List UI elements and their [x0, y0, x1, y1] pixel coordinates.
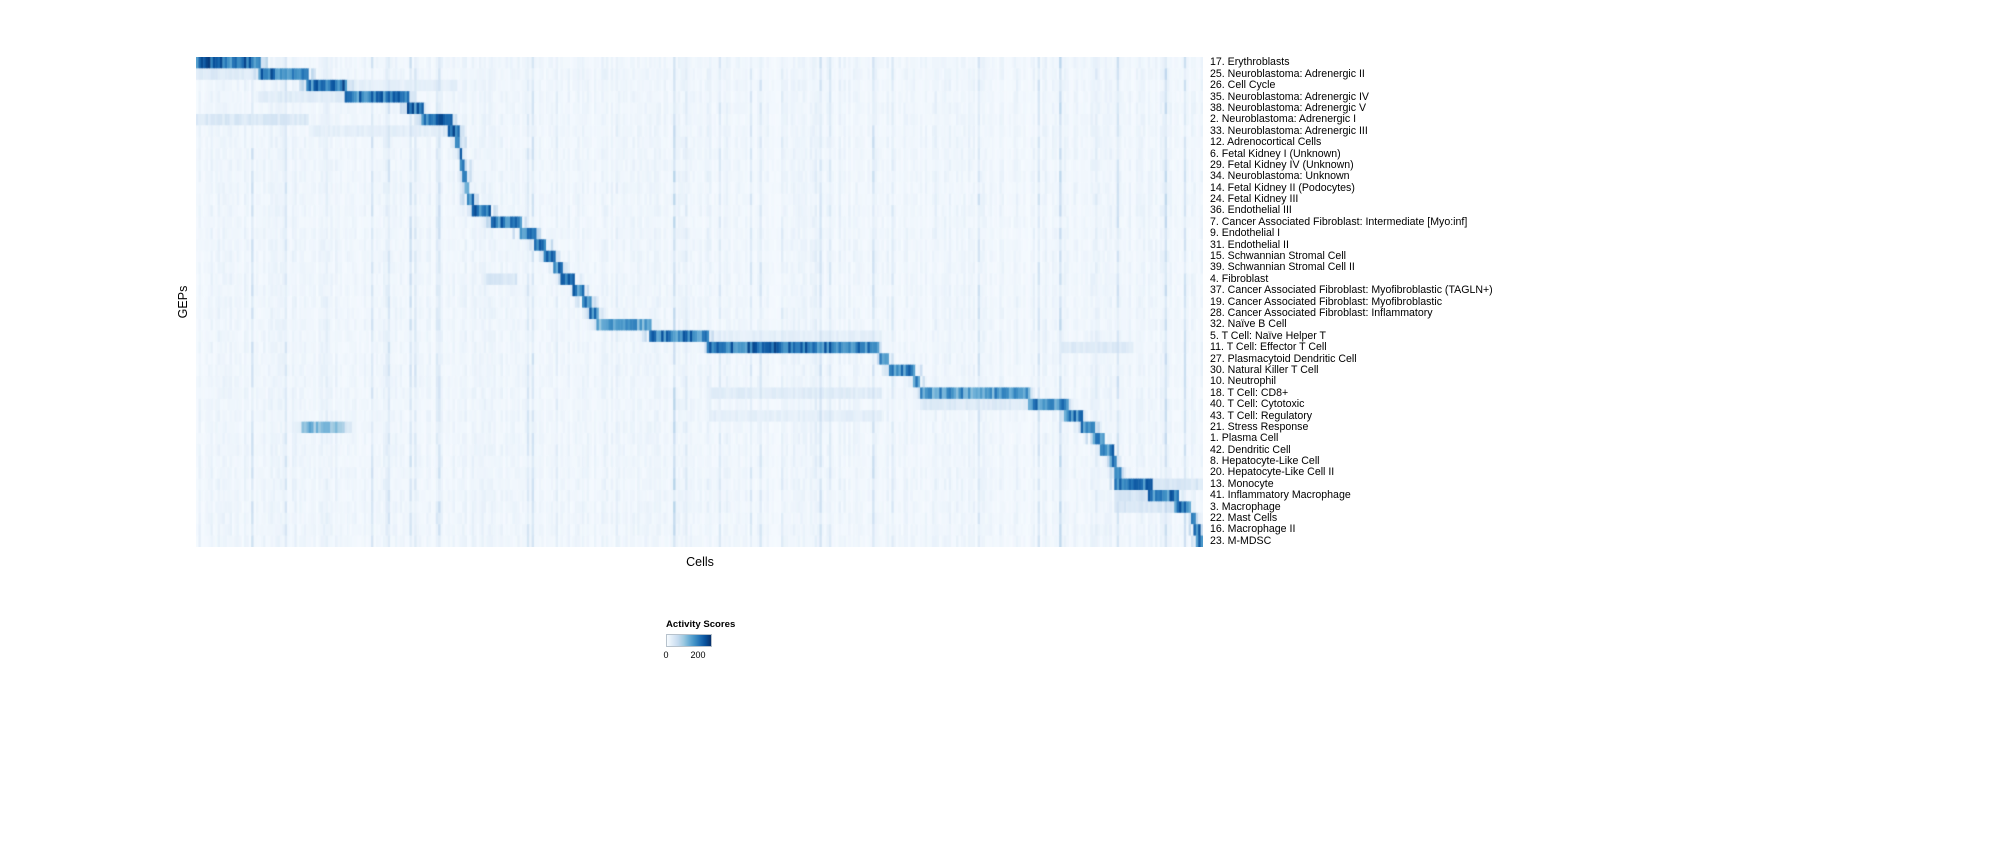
row-label: 34. Neuroblastoma: Unknown: [1210, 170, 1350, 183]
row-label: 12. Adrenocortical Cells: [1210, 136, 1322, 149]
row-label: 2. Neuroblastoma: Adrenergic I: [1210, 113, 1357, 126]
row-label: 1. Plasma Cell: [1210, 432, 1279, 445]
legend-title: Activity Scores: [666, 619, 736, 630]
row-label: 35. Neuroblastoma: Adrenergic IV: [1210, 90, 1369, 103]
legend: Activity Scores 0 200: [663, 619, 786, 662]
row-label: 24. Fetal Kidney III: [1210, 193, 1299, 206]
row-label: 7. Cancer Associated Fibroblast: Interme…: [1210, 215, 1468, 228]
row-label: 21. Stress Response: [1210, 420, 1309, 433]
x-axis-label-cells: Cells: [686, 555, 714, 569]
row-label: 10. Neutrophil: [1210, 375, 1276, 388]
row-label: 13. Monocyte: [1210, 477, 1274, 490]
row-label: 32. Naïve B Cell: [1210, 318, 1287, 331]
row-label: 16. Macrophage II: [1210, 523, 1296, 536]
row-label: 6. Fetal Kidney I (Unknown): [1210, 147, 1341, 160]
row-label: 25. Neuroblastoma: Adrenergic II: [1210, 67, 1365, 80]
row-label: 27. Plasmacytoid Dendritic Cell: [1210, 352, 1357, 365]
colorbar-tick-min: 0: [663, 650, 669, 660]
row-label: 8. Hepatocyte-Like Cell: [1210, 455, 1320, 468]
row-label: 14. Fetal Kidney II (Podocytes): [1210, 181, 1355, 194]
row-label: 33. Neuroblastoma: Adrenergic III: [1210, 124, 1368, 137]
heatmap-canvas: [196, 57, 1203, 547]
colorbar-tick-max: 200: [690, 650, 706, 660]
row-label: 18. T Cell: CD8+: [1210, 386, 1289, 399]
row-label: 15. Schwannian Stromal Cell: [1210, 250, 1347, 263]
row-label: 41. Inflammatory Macrophage: [1210, 489, 1351, 502]
row-label: 3. Macrophage: [1210, 500, 1281, 513]
row-label: 36. Endothelial III: [1210, 204, 1292, 217]
row-label: 31. Endothelial II: [1210, 238, 1289, 251]
row-label: 5. T Cell: Naïve Helper T: [1210, 329, 1326, 342]
row-label: 23. M-MDSC: [1210, 534, 1272, 547]
row-label: 29. Fetal Kidney IV (Unknown): [1210, 158, 1354, 171]
row-labels: 17. Erythroblasts 25. Neuroblastoma: Adre…: [1210, 57, 1670, 547]
row-label: 39. Schwannian Stromal Cell II: [1210, 261, 1355, 274]
row-label: 42. Dendritic Cell: [1210, 443, 1291, 456]
row-label: 17. Erythroblasts: [1210, 56, 1290, 69]
row-label: 40. T Cell: Cytotoxic: [1210, 398, 1305, 411]
row-label: 38. Neuroblastoma: Adrenergic V: [1210, 101, 1367, 114]
row-label: 30. Natural Killer T Cell: [1210, 363, 1319, 376]
y-axis-label-geps: GEPs: [176, 285, 190, 319]
row-label: 19. Cancer Associated Fibroblast: Myofib…: [1210, 295, 1442, 308]
row-label: 4. Fibroblast: [1210, 272, 1269, 285]
row-label: 22. Mast Cells: [1210, 512, 1278, 525]
row-label: 43. T Cell: Regulatory: [1210, 409, 1313, 422]
colorbar-gradient: [666, 634, 712, 647]
row-label: 20. Hepatocyte-Like Cell II: [1210, 466, 1335, 479]
row-label: 11. T Cell: Effector T Cell: [1210, 341, 1327, 354]
row-label: 9. Endothelial I: [1210, 227, 1281, 240]
row-label: 37. Cancer Associated Fibroblast: Myofib…: [1210, 284, 1493, 297]
row-label: 28. Cancer Associated Fibroblast: Inflam…: [1210, 306, 1433, 319]
colorbar-ticks: 0 200: [663, 650, 786, 662]
row-label: 26. Cell Cycle: [1210, 79, 1276, 92]
